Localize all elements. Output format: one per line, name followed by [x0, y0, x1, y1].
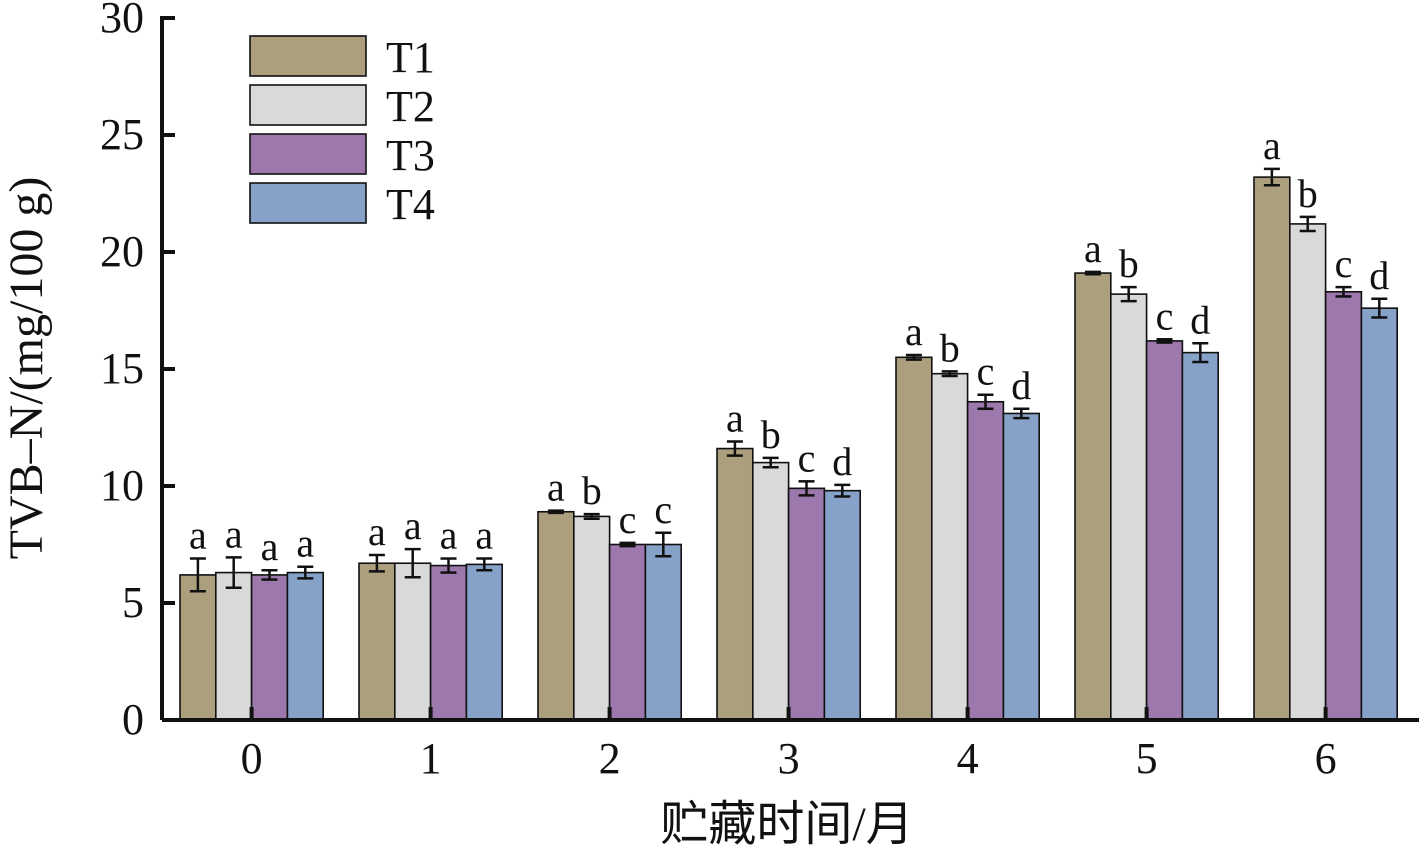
bar-t2-5 [1110, 293, 1148, 721]
significance-label-t2-1: a [404, 503, 422, 548]
errorbars-layer [189, 167, 1388, 593]
significance-label-t4-4: d [1011, 363, 1031, 408]
bar-t3-6 [1324, 290, 1363, 721]
bar-t1-4 [895, 356, 933, 721]
bar-t4-3 [823, 489, 862, 721]
significance-label-t2-4: b [940, 325, 960, 370]
significance-label-t2-2: b [582, 468, 602, 513]
significance-label-t3-6: c [1335, 241, 1353, 286]
legend-label-t4: T4 [386, 180, 435, 229]
significance-label-t2-6: b [1298, 171, 1318, 216]
x-tick-label-4: 4 [957, 734, 979, 783]
bar-t3-2 [608, 543, 647, 721]
significance-label-t1-0: a [189, 513, 207, 558]
bar-t1-3 [716, 447, 754, 721]
significance-label-t1-6: a [1263, 123, 1281, 168]
bar-t1-2 [537, 510, 575, 721]
significance-label-t3-0: a [261, 524, 279, 569]
y-tick-label-0: 0 [122, 695, 144, 744]
significance-label-t4-1: a [475, 513, 493, 558]
bar-t1-5 [1074, 272, 1112, 721]
significance-label-t4-5: d [1190, 297, 1210, 342]
y-tick-label-10: 10 [100, 461, 144, 510]
bar-t3-4 [966, 400, 1005, 721]
y-tick-label-30: 30 [100, 0, 144, 42]
bar-t2-0 [215, 571, 253, 721]
bars-layer [179, 176, 1399, 721]
bar-t1-6 [1253, 176, 1291, 721]
significance-label-t3-5: c [1156, 293, 1174, 338]
x-tick-label-5: 5 [1136, 734, 1158, 783]
significance-label-t3-4: c [977, 349, 995, 394]
bar-t4-5 [1181, 351, 1220, 721]
bar-t4-4 [1002, 412, 1041, 721]
significance-label-t1-5: a [1084, 226, 1102, 271]
bar-t2-4 [930, 372, 969, 721]
bar-t3-1 [429, 564, 468, 721]
bar-t2-1 [393, 562, 432, 721]
bar-t2-6 [1289, 223, 1327, 721]
x-tick-label-3: 3 [778, 734, 800, 783]
bar-t4-1 [465, 563, 503, 721]
bar-t1-1 [358, 562, 396, 721]
significance-label-t4-0: a [296, 521, 314, 566]
significance-label-t3-1: a [440, 513, 458, 558]
significance-label-t2-5: b [1119, 241, 1139, 286]
bar-t3-0 [250, 574, 289, 721]
legend-swatch-t4 [249, 182, 367, 224]
y-tick-label-5: 5 [122, 578, 144, 627]
y-axis-label: TVB–N/(mg/100 g) [0, 177, 53, 560]
legend-label-t3: T3 [386, 131, 435, 180]
legend-swatch-t2 [249, 84, 367, 126]
x-tick-label-6: 6 [1315, 734, 1337, 783]
bar-t4-0 [286, 571, 324, 721]
significance-label-t1-3: a [726, 396, 744, 441]
significance-label-t3-3: c [798, 435, 816, 480]
significance-label-t4-3: d [832, 439, 852, 484]
significance-label-t1-1: a [368, 509, 386, 554]
y-tick-label-25: 25 [100, 110, 144, 159]
x-axis-label: 贮藏时间/月 [660, 798, 913, 851]
bar-t1-0 [179, 574, 217, 721]
bar-t3-5 [1145, 340, 1184, 721]
bar-t4-6 [1360, 307, 1399, 721]
significance-label-t1-2: a [547, 465, 565, 510]
bar-t2-3 [751, 461, 790, 721]
significance-label-t2-3: b [761, 412, 781, 457]
significance-label-t4-2: c [654, 487, 672, 532]
legend-swatch-t1 [249, 35, 367, 77]
x-tick-label-2: 2 [599, 734, 621, 783]
significance-label-t1-4: a [905, 309, 923, 354]
legend-label-t1: T1 [386, 33, 435, 82]
y-tick-label-20: 20 [100, 227, 144, 276]
x-tick-label-1: 1 [420, 734, 442, 783]
bar-t4-2 [644, 543, 683, 721]
bar-t3-3 [787, 487, 826, 721]
axes-layer: 0 5 10 15 20 25 30 0 1 2 3 4 5 6 [100, 0, 1419, 783]
x-tick-label-0: 0 [241, 734, 263, 783]
legend-label-t2: T2 [386, 82, 435, 131]
legend-swatch-t3 [249, 133, 367, 175]
significance-label-t3-2: c [619, 497, 637, 542]
y-tick-label-15: 15 [100, 344, 144, 393]
significance-label-t2-0: a [225, 511, 243, 556]
significance-label-t4-6: d [1369, 253, 1389, 298]
bar-t2-2 [572, 515, 611, 721]
